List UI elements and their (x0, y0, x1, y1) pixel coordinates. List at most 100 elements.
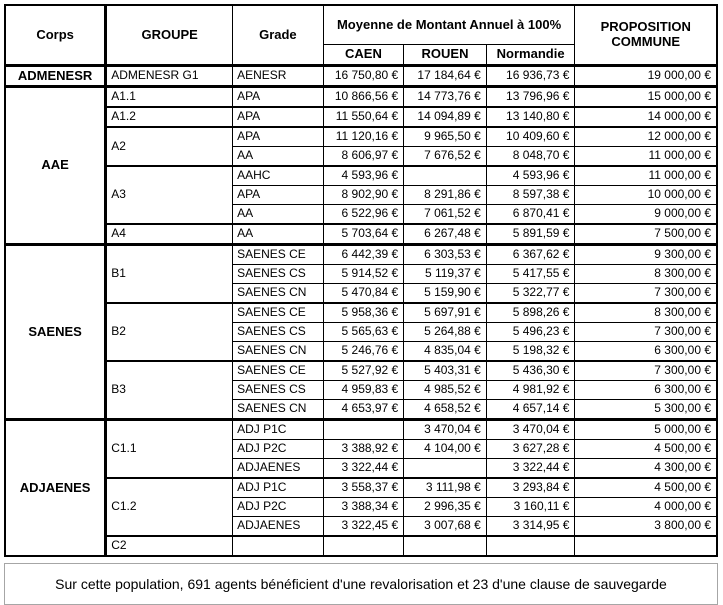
proposition-value: 15 000,00 € (574, 85, 718, 108)
grade-cell: APA (232, 185, 324, 205)
rouen-value: 6 303,53 € (403, 243, 487, 265)
proposition-value: 7 500,00 € (574, 223, 718, 245)
grade-cell: ADJAENES (232, 458, 324, 479)
normandie-value: 5 417,55 € (485, 264, 576, 284)
grade-cell: ADJAENES (232, 516, 324, 537)
proposition-value: 8 300,00 € (574, 264, 718, 284)
table-row: A1.2 APA 11 550,64 €14 094,89 €13 140,80 €… (5, 106, 718, 128)
caen-value: 4 593,96 € (322, 165, 405, 186)
normandie-value: 16 936,73 € (485, 64, 576, 87)
normandie-value: 4 981,92 € (485, 380, 576, 400)
header-proposition: PROPOSITION COMMUNE (574, 4, 718, 66)
groupe-cell: A4 (104, 223, 234, 245)
rouen-value: 4 835,04 € (403, 341, 487, 362)
caen-value: 5 958,36 € (322, 302, 405, 323)
proposition-value: 3 800,00 € (574, 516, 718, 537)
header-corps: Corps (4, 4, 107, 66)
table-row: C1.2 ADJ P1C 3 558,37 €3 111,98 €3 293,84 … (5, 477, 718, 537)
rouen-value: 3 111,98 € (403, 477, 487, 498)
table-row: ADJAENES C1.1 ADJ P1C 3 470,04 €3 470,04 €5… (4, 418, 718, 557)
proposition-value: 4 000,00 € (574, 497, 718, 517)
proposition-value: 7 300,00 € (574, 322, 718, 342)
caen-value: 5 246,76 € (322, 341, 405, 362)
grade-cell: AAHC (232, 165, 324, 186)
proposition-value: 6 300,00 € (574, 380, 718, 400)
caen-value: 8 902,90 € (322, 185, 405, 205)
normandie-value: 3 314,95 € (485, 516, 576, 537)
caen-value: 5 527,92 € (322, 360, 405, 381)
caen-value: 6 442,39 € (322, 243, 405, 265)
proposition-value: 4 500,00 € (574, 439, 718, 459)
grade-cell: APA (232, 85, 324, 108)
caen-value: 5 914,52 € (322, 264, 405, 284)
rouen-value: 5 403,31 € (403, 360, 487, 381)
table-row: ADMENESR ADMENESR G1 AENESR 16 750,80 €17 1… (4, 64, 718, 87)
table-row: B2 SAENES CE 5 958,36 €5 697,91 €5 898,26 … (5, 302, 718, 362)
proposition-value: 8 300,00 € (574, 302, 718, 323)
table-row: C2 (5, 535, 718, 557)
proposition-value: 9 300,00 € (574, 243, 718, 265)
normandie-value: 3 627,28 € (485, 439, 576, 459)
rouen-value: 14 773,76 € (403, 85, 487, 108)
grade-cell: ADJ P2C (232, 497, 324, 517)
corps-cell: AAE (4, 85, 107, 245)
caen-value: 10 866,56 € (322, 85, 405, 108)
header-rouen: ROUEN (403, 44, 487, 66)
normandie-value: 8 597,38 € (485, 185, 576, 205)
table-row: SAENES CN 5 470,84 €5 159,90 €5 322,77 €7… (5, 283, 718, 304)
table-row: SAENES CN 5 246,76 €4 835,04 €5 198,32 €6… (5, 341, 718, 362)
normandie-value: 3 322,44 € (485, 458, 576, 479)
grade-cell (232, 535, 324, 557)
caen-value: 3 388,34 € (322, 497, 405, 517)
normandie-value: 8 048,70 € (485, 146, 576, 167)
rouen-value (403, 458, 487, 479)
proposition-value (574, 535, 718, 557)
groupe-cell: A3 (104, 165, 234, 225)
caen-value: 8 606,97 € (322, 146, 405, 167)
table-body: ADMENESR ADMENESR G1 AENESR 16 750,80 €17 1… (4, 64, 718, 557)
remuneration-table: Corps GROUPE Grade Moyenne de Montant An… (4, 4, 718, 557)
table-row: AA 6 522,96 €7 061,52 €6 870,41 €9 000,00… (5, 204, 718, 225)
normandie-value: 4 593,96 € (485, 165, 576, 186)
proposition-value: 11 000,00 € (574, 146, 718, 167)
normandie-value: 10 409,60 € (485, 126, 576, 147)
normandie-value: 4 657,14 € (485, 399, 576, 420)
header-caen: CAEN (322, 44, 405, 66)
normandie-value: 13 796,96 € (485, 85, 576, 108)
grade-cell: SAENES CE (232, 302, 324, 323)
grade-cell: SAENES CN (232, 341, 324, 362)
grade-cell: AA (232, 223, 324, 245)
proposition-value: 11 000,00 € (574, 165, 718, 186)
proposition-value: 19 000,00 € (574, 64, 718, 87)
table-row: SAENES CS 5 565,63 €5 264,88 €5 496,23 €7… (5, 322, 718, 342)
header-normandie: Normandie (485, 44, 576, 66)
grade-cell: SAENES CN (232, 283, 324, 304)
caen-value: 5 470,84 € (322, 283, 405, 304)
rouen-value: 6 267,48 € (403, 223, 487, 245)
table-row: B3 SAENES CE 5 527,92 €5 403,31 €5 436,30 … (5, 360, 718, 420)
rouen-value: 5 697,91 € (403, 302, 487, 323)
normandie-value: 13 140,80 € (485, 106, 576, 128)
table-row: SAENES CN 4 653,97 €4 658,52 €4 657,14 €5… (5, 399, 718, 420)
corps-cell: ADMENESR (4, 64, 107, 87)
caen-value: 16 750,80 € (322, 64, 405, 87)
caen-value: 5 565,63 € (322, 322, 405, 342)
normandie-value: 5 496,23 € (485, 322, 576, 342)
grade-cell: SAENES CS (232, 322, 324, 342)
rouen-value (403, 535, 487, 557)
header-moyenne: Moyenne de Montant Annuel à 100% (322, 4, 576, 45)
table-row: ADJAENES 3 322,44 €3 322,44 €4 300,00 € (5, 458, 718, 479)
normandie-value (485, 535, 576, 557)
groupe-cell: A2 (104, 126, 234, 167)
rouen-value: 3 007,68 € (403, 516, 487, 537)
caen-value: 4 653,97 € (322, 399, 405, 420)
grade-cell: SAENES CN (232, 399, 324, 420)
caen-value (322, 535, 405, 557)
groupe-cell: B1 (104, 243, 234, 304)
normandie-value: 6 367,62 € (485, 243, 576, 265)
table-row: AAE A1.1 APA 10 866,56 €14 773,76 €13 796,9… (4, 85, 718, 245)
table-header: Corps GROUPE Grade Moyenne de Montant An… (4, 4, 718, 66)
normandie-value: 5 198,32 € (485, 341, 576, 362)
normandie-value: 5 436,30 € (485, 360, 576, 381)
